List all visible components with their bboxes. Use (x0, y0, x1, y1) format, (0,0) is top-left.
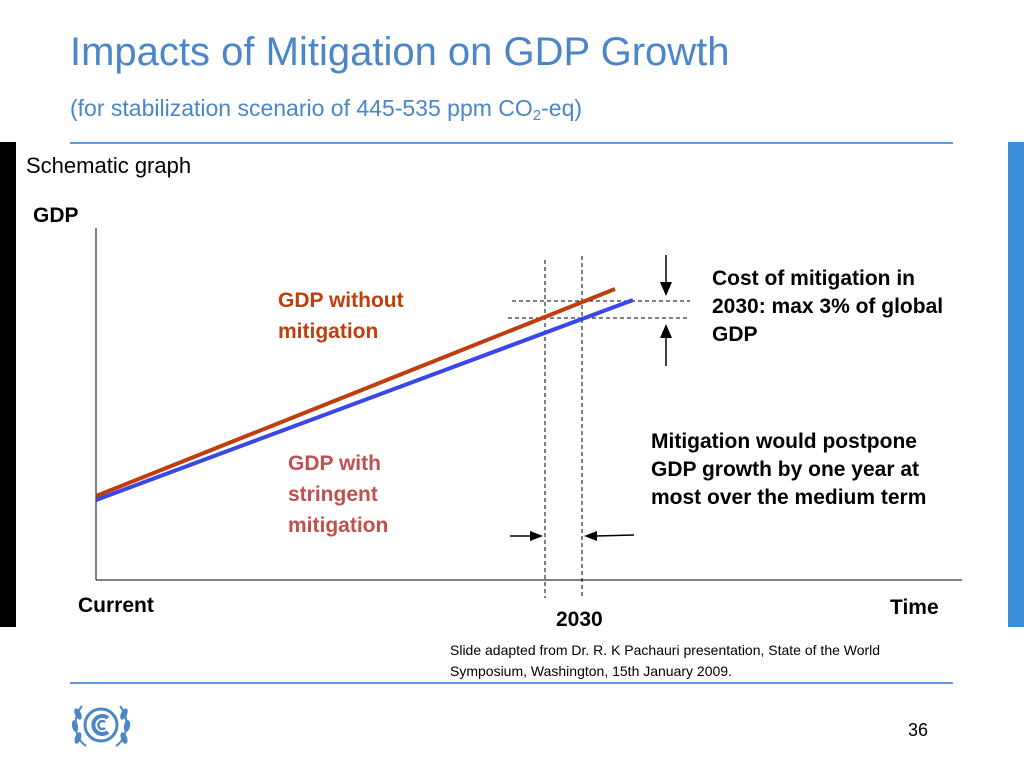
gdp-without-mitigation-line (95, 287, 616, 498)
arrow-down-head (660, 282, 672, 296)
source-note: Slide adapted from Dr. R. K Pachauri pre… (450, 642, 881, 679)
bottom-divider (70, 682, 953, 684)
arrow-up-head (660, 324, 672, 338)
series-label-line: stringent (288, 483, 378, 506)
cost-annotation: Cost of mitigation in 2030: max 3% of gl… (712, 267, 944, 346)
subtitle-suffix: -eq) (541, 95, 583, 121)
y-axis-label: GDP (33, 204, 79, 227)
slide-title: Impacts of Mitigation on GDP Growth (70, 30, 730, 74)
gdp-with-mitigation-line (95, 298, 634, 502)
postpone-annotation: Mitigation would postpone GDP growth by … (651, 430, 927, 509)
unfccc-logo-icon (71, 705, 131, 747)
series-label-without-mitigation: GDP without mitigation (278, 285, 458, 347)
x-axis-label: Time (890, 596, 939, 619)
arrow-left-head (584, 531, 597, 541)
x-start-label: Current (78, 594, 154, 617)
series-label-line: GDP with (288, 452, 381, 475)
right-accent-bar (1008, 142, 1024, 627)
series-label-with-mitigation: GDP with stringent mitigation (288, 448, 438, 541)
series-label-line: mitigation (288, 514, 389, 537)
x-marker-label: 2030 (556, 608, 603, 631)
left-accent-bar (0, 142, 16, 627)
series-label-line: GDP without (278, 289, 404, 312)
series-label-line: mitigation (278, 320, 379, 343)
top-divider (70, 142, 953, 144)
slide-subtitle: (for stabilization scenario of 445-535 p… (70, 95, 582, 124)
arrow-left-shaft (595, 534, 635, 537)
arrow-right-head (530, 531, 543, 541)
subtitle-subscript: 2 (532, 107, 542, 124)
page-number: 36 (908, 720, 929, 740)
schematic-label: Schematic graph (26, 153, 192, 178)
subtitle-prefix: (for stabilization scenario of 445-535 p… (70, 95, 533, 121)
